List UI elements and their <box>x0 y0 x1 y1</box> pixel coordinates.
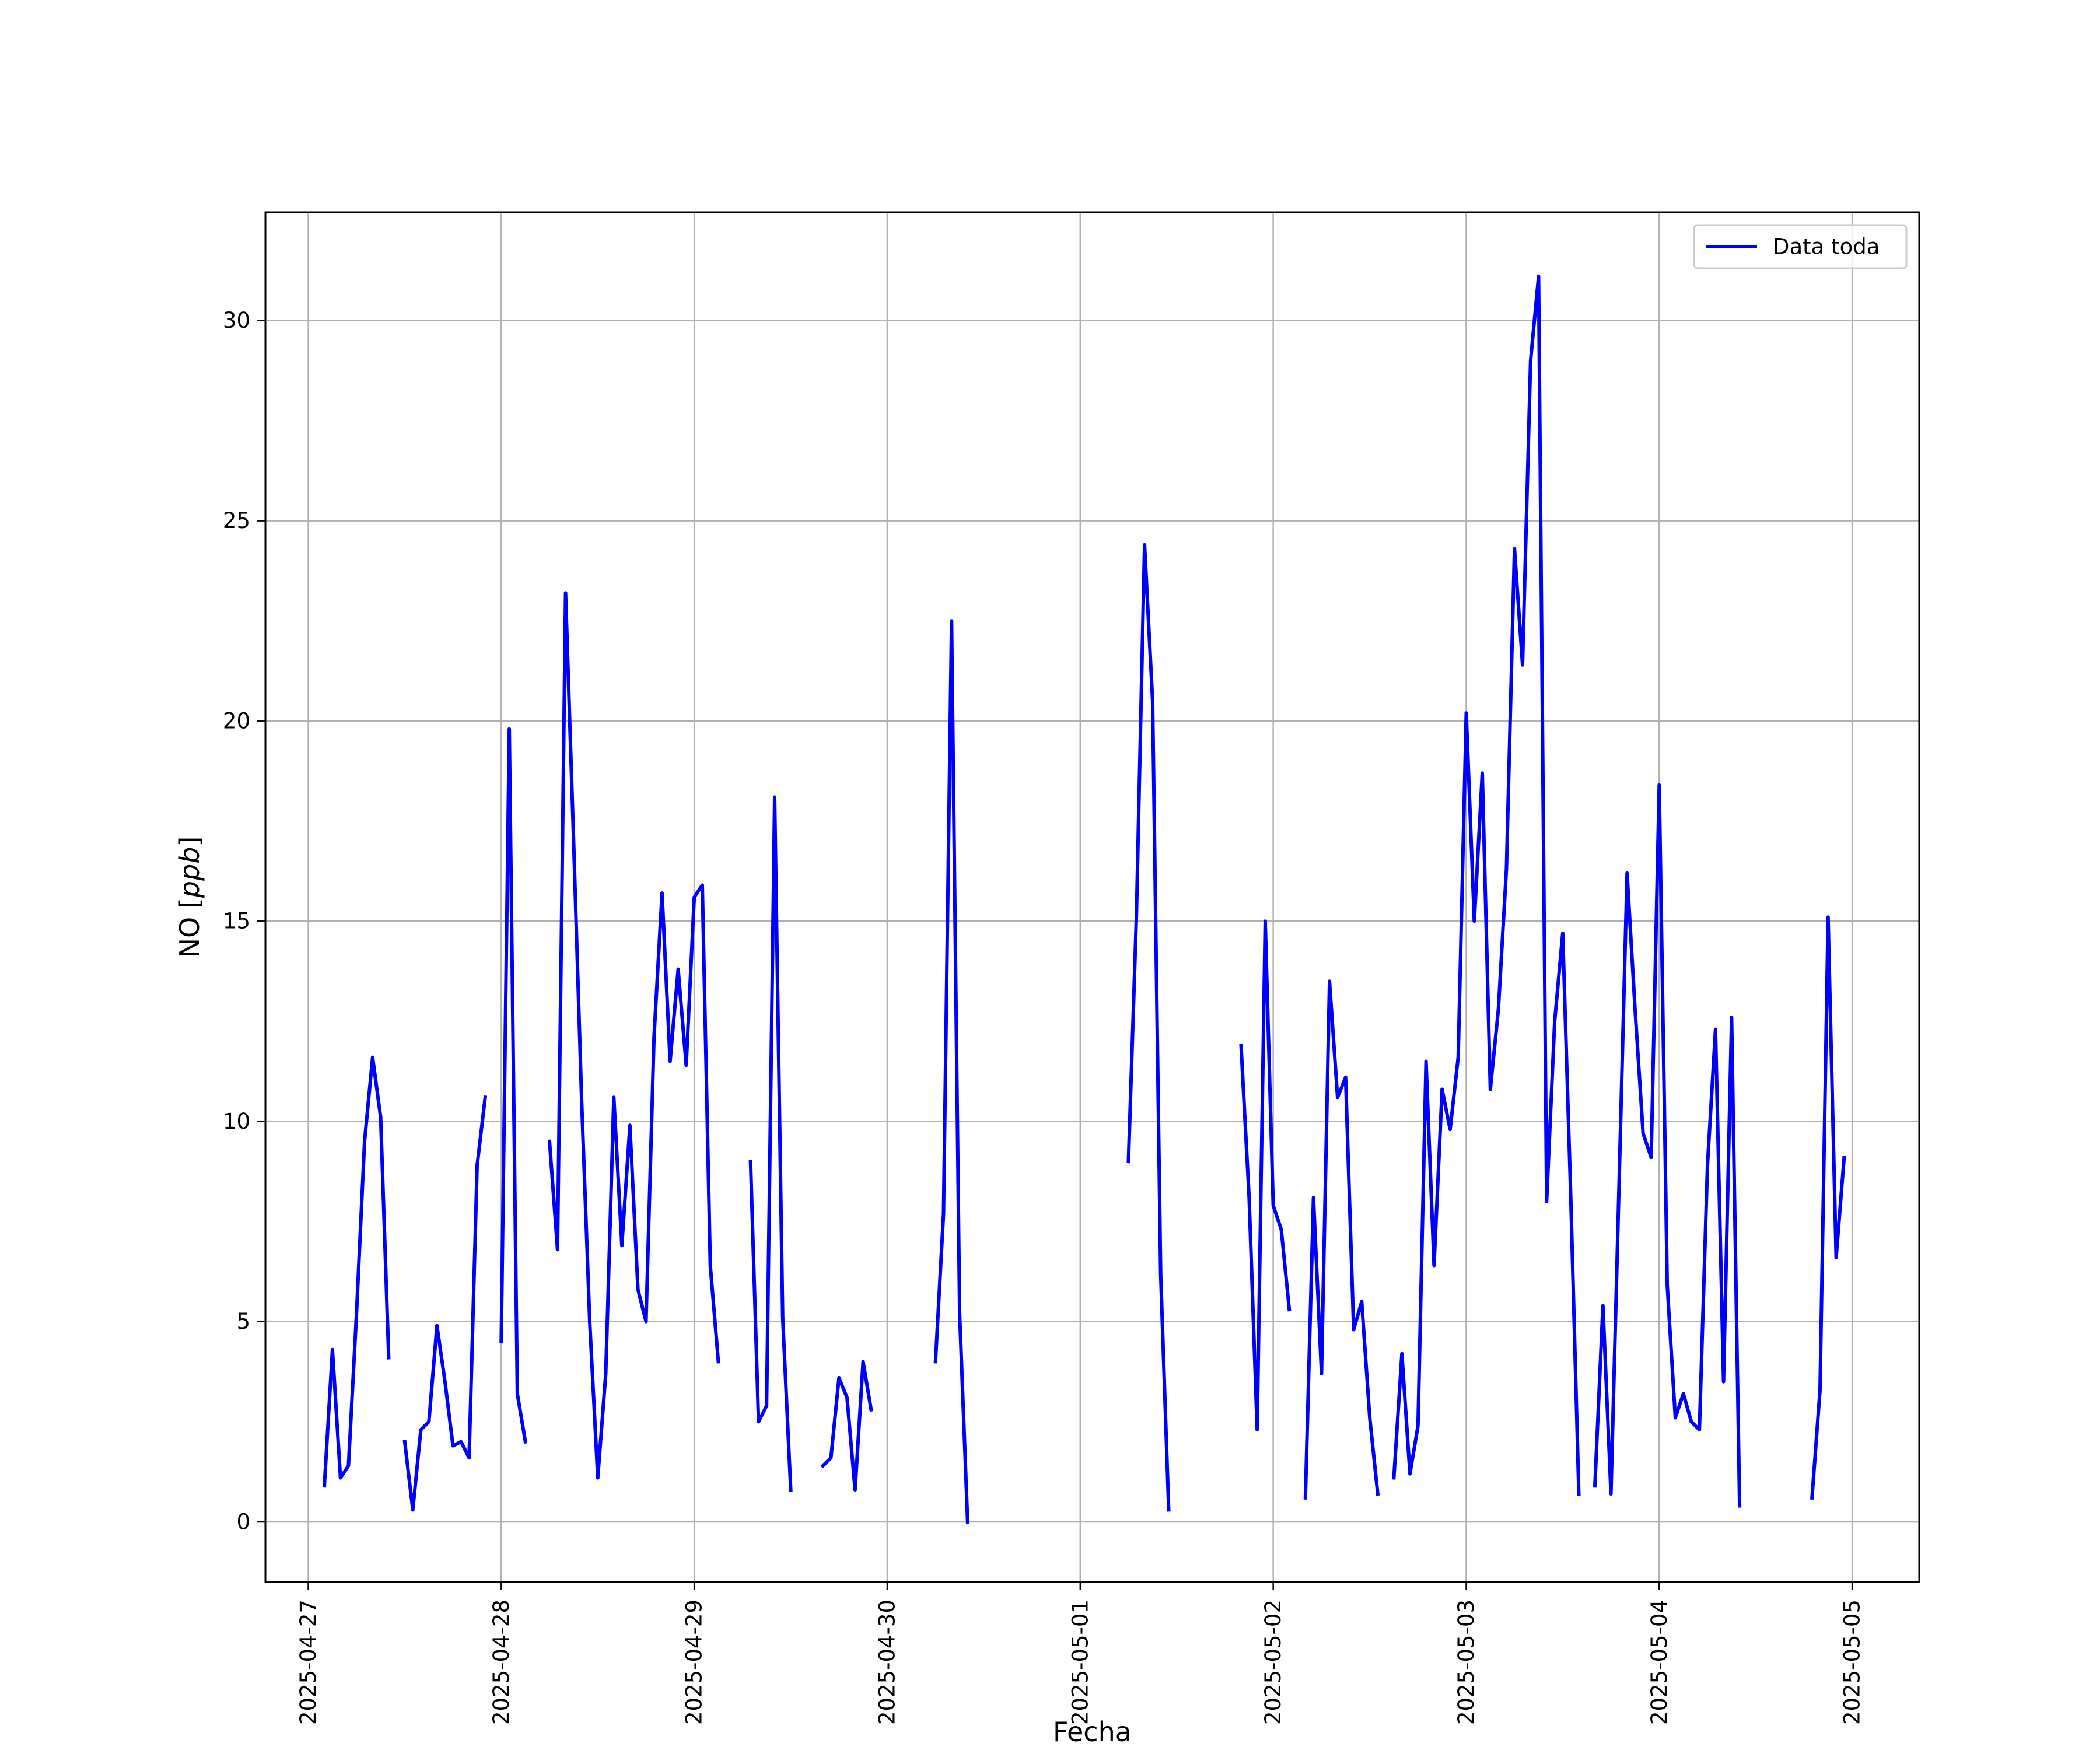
series-line-segment <box>1303 979 1380 1500</box>
x-tick-label: 2025-05-03 <box>1454 1600 1479 1725</box>
x-tick-label: 2025-05-04 <box>1647 1600 1672 1725</box>
series-line-segment <box>1126 542 1171 1512</box>
y-tick-label: 5 <box>236 1309 250 1334</box>
series-line-segment <box>748 795 793 1492</box>
legend-box <box>1693 224 1908 270</box>
y-tick-label: 0 <box>236 1510 250 1535</box>
x-tick-label: 2025-04-29 <box>682 1600 707 1725</box>
series-line-segment <box>547 591 720 1480</box>
series-line-segment <box>820 1360 873 1492</box>
x-tick-label: 2025-04-27 <box>296 1600 321 1725</box>
x-axis-title: Fecha <box>1053 1716 1132 1748</box>
series-line-segment <box>1392 274 1581 1496</box>
x-axis: 2025-04-27 2025-04-28 2025-04-29 2025-04-30… <box>296 1582 1865 1725</box>
series-line-segment <box>1592 783 1742 1508</box>
y-tick-label: 30 <box>223 308 250 333</box>
x-tick-label: 2025-05-02 <box>1261 1600 1286 1725</box>
y-tick-label: 20 <box>223 708 250 733</box>
series-line-segment <box>322 1055 391 1488</box>
plot-frame <box>264 211 1920 1583</box>
legend: Data toda <box>1693 224 1908 270</box>
series-line-segment <box>1810 915 1846 1500</box>
series-line-segment <box>499 727 528 1444</box>
series-line-segment <box>1239 919 1292 1432</box>
y-tick-label: 15 <box>223 909 250 934</box>
series-layer <box>322 274 1846 1524</box>
series-line-segment <box>402 1095 488 1512</box>
legend-label-data-toda: Data toda <box>1773 235 1880 260</box>
x-tick-label: 2025-04-30 <box>874 1600 900 1725</box>
y-axis: 0 5 10 15 20 25 30 <box>223 308 265 1535</box>
x-tick-label: 2025-05-05 <box>1840 1600 1865 1725</box>
x-tick-label: 2025-04-28 <box>489 1600 514 1725</box>
y-axis-title-name: NO <box>174 917 205 958</box>
y-tick-label: 25 <box>223 508 250 533</box>
grid <box>265 212 1919 1582</box>
y-tick-label: 10 <box>223 1109 250 1134</box>
x-tick-label: 2025-05-01 <box>1068 1600 1093 1725</box>
y-axis-title: NO [ppb] <box>174 836 205 958</box>
y-axis-title-unit: ppb <box>174 847 205 899</box>
series-line-segment <box>933 619 970 1524</box>
